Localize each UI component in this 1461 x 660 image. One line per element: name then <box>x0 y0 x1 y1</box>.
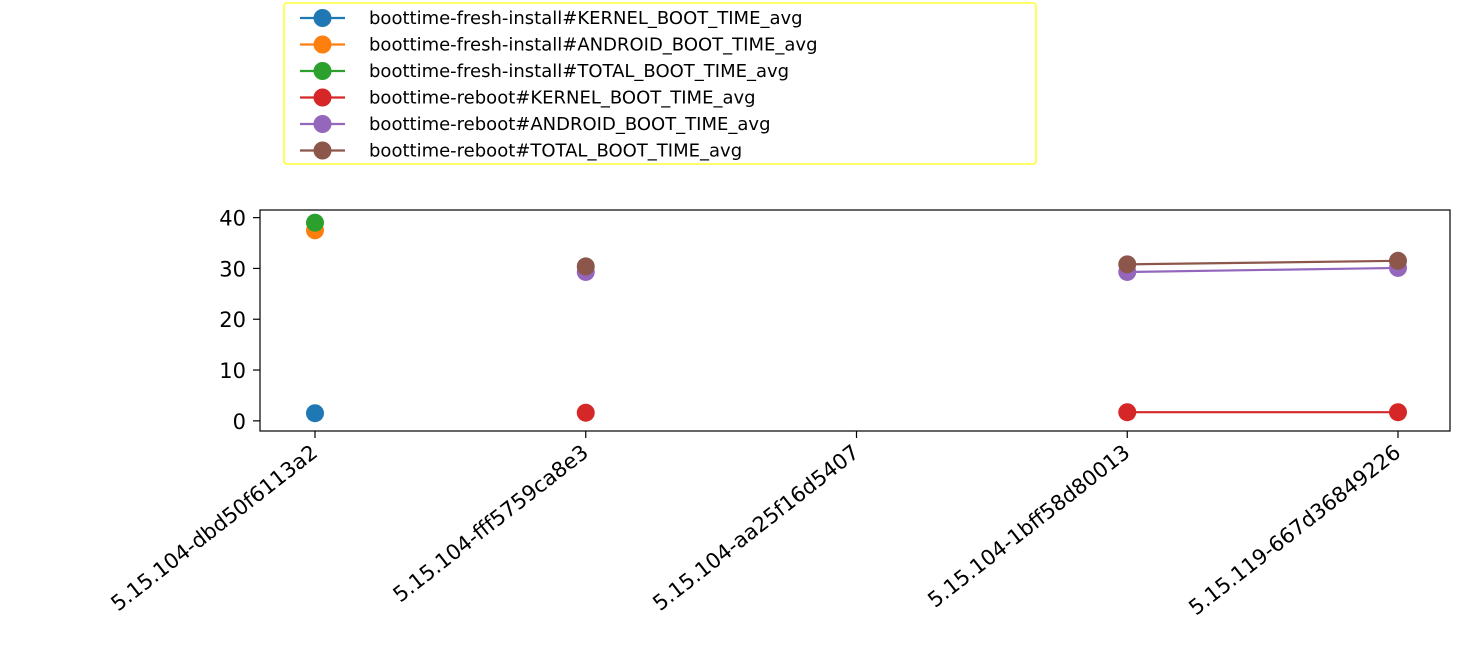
legend-marker <box>313 115 332 133</box>
y-tick-label: 10 <box>219 359 246 383</box>
data-point <box>306 213 324 232</box>
x-tick-label: 5.15.104-aa25f16d5407 <box>648 440 863 616</box>
data-point <box>576 257 595 276</box>
series-line-segment <box>1127 266 1399 274</box>
data-point <box>1389 251 1407 270</box>
series-2 <box>306 213 324 232</box>
legend-label: boottime-fresh-install#TOTAL_BOOT_TIME_a… <box>369 61 789 82</box>
y-tick-label: 40 <box>219 207 246 231</box>
y-tick-label: 20 <box>219 308 246 332</box>
series-0 <box>306 404 324 423</box>
legend-label: boottime-fresh-install#ANDROID_BOOT_TIME… <box>369 35 818 56</box>
legend-label: boottime-reboot#KERNEL_BOOT_TIME_avg <box>369 88 756 109</box>
axes-frame <box>259 209 1451 432</box>
data-point <box>1118 255 1137 274</box>
x-tick-label: 5.15.104-1bff58d80013 <box>923 440 1134 612</box>
legend-marker <box>313 141 332 160</box>
legend-marker <box>313 88 332 107</box>
y-tick-label: 30 <box>219 257 246 281</box>
legend-marker <box>313 9 332 27</box>
legend-label: boottime-reboot#TOTAL_BOOT_TIME_avg <box>369 141 742 162</box>
x-tick-label: 5.15.104-fff5759ca8e3 <box>389 440 593 607</box>
data-point <box>576 403 595 422</box>
series-5 <box>576 251 1407 276</box>
legend: boottime-fresh-install#KERNEL_BOOT_TIME_… <box>283 2 1037 165</box>
y-tick-label: 0 <box>233 410 246 434</box>
x-tick-label: 5.15.104-dbd50f6113a2 <box>106 440 322 616</box>
series-line-segment <box>1127 259 1399 266</box>
legend-marker <box>313 35 332 54</box>
data-point <box>1118 403 1137 422</box>
x-tick-label: 5.15.119-667d36849226 <box>1184 440 1405 620</box>
data-point <box>306 404 324 423</box>
data-point <box>1389 403 1407 422</box>
legend-label: boottime-fresh-install#KERNEL_BOOT_TIME_… <box>369 8 803 29</box>
legend-box <box>283 2 1037 165</box>
legend-label: boottime-reboot#ANDROID_BOOT_TIME_avg <box>369 114 771 135</box>
series-3 <box>576 403 1407 422</box>
legend-marker <box>313 62 332 80</box>
